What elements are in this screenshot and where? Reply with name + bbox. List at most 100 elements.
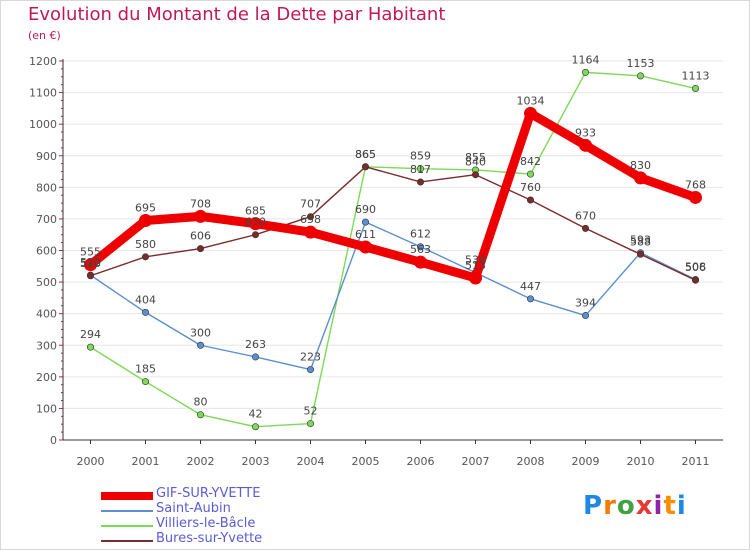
data-point [306, 420, 314, 428]
data-label: 685 [245, 205, 266, 218]
data-point [636, 72, 644, 80]
data-label: 263 [245, 338, 266, 351]
unit-label: (en €) [28, 29, 61, 42]
series-line-gif-sur-yvette [86, 108, 700, 283]
y-tick-label: 1200 [29, 55, 57, 68]
data-label: 447 [520, 280, 541, 293]
data-label: 707 [300, 198, 321, 211]
data-label: 611 [355, 228, 376, 241]
x-tick-label: 2009 [572, 455, 600, 468]
data-point [689, 190, 702, 204]
data-label: 404 [135, 293, 156, 306]
data-point [526, 170, 534, 178]
y-tick-label: 200 [36, 371, 57, 384]
data-point [306, 213, 314, 221]
data-label: 530 [465, 254, 486, 267]
data-label: 513 [465, 259, 486, 272]
data-point [636, 250, 644, 258]
y-tick-label: 0 [50, 434, 57, 447]
data-point [524, 106, 537, 120]
data-point [304, 225, 317, 239]
data-label: 612 [410, 228, 431, 241]
data-label: 506 [685, 261, 706, 274]
data-label: 1164 [572, 53, 600, 66]
data-label: 555 [80, 246, 101, 259]
data-point [359, 240, 372, 254]
data-label: 606 [190, 230, 211, 243]
y-tick-label: 800 [36, 181, 57, 194]
data-label: 658 [300, 213, 321, 226]
x-tick-label: 2001 [132, 455, 160, 468]
data-point [579, 138, 592, 152]
data-point [526, 295, 534, 303]
data-label: 855 [465, 151, 486, 164]
y-tick-label: 700 [36, 213, 57, 226]
legend-label: GIF-SUR-YVETTE [156, 486, 261, 501]
x-tick-label: 2007 [462, 455, 490, 468]
x-tick-label: 2002 [187, 455, 215, 468]
legend-label: Saint-Aubin [156, 501, 231, 516]
x-tick-label: 2003 [242, 455, 270, 468]
data-point [361, 218, 369, 226]
data-point [361, 163, 369, 171]
x-tick-label: 2000 [77, 455, 105, 468]
data-point [416, 243, 424, 251]
y-tick-label: 500 [36, 276, 57, 289]
data-label: 522 [80, 256, 101, 269]
x-tick-label: 2008 [517, 455, 545, 468]
data-label: 933 [575, 126, 596, 139]
data-label: 580 [135, 238, 156, 251]
data-label: 394 [575, 297, 596, 310]
data-label: 593 [630, 234, 651, 247]
series-line-bures-sur-yvette [89, 166, 697, 281]
data-point [306, 366, 314, 374]
data-label: 830 [630, 159, 651, 172]
data-point [581, 312, 589, 320]
y-tick-label: 1100 [29, 87, 57, 100]
data-label: 52 [304, 405, 318, 418]
data-point [581, 68, 589, 76]
data-label: 695 [135, 201, 156, 214]
logo-letter: P [583, 491, 604, 521]
x-tick-label: 2010 [627, 455, 655, 468]
data-point [469, 271, 482, 285]
data-label: 223 [300, 351, 321, 364]
data-point [691, 276, 699, 284]
data-label: 708 [190, 197, 211, 210]
data-point [691, 84, 699, 92]
x-tick-label: 2006 [407, 455, 435, 468]
logo-letter: i [676, 491, 687, 521]
data-label: 300 [190, 326, 211, 339]
data-point [142, 253, 150, 261]
data-point [249, 217, 262, 231]
data-label: 670 [575, 209, 596, 222]
logo-letter: x [635, 491, 654, 521]
chart-title: Evolution du Montant de la Dette par Hab… [28, 4, 446, 25]
data-label: 1034 [517, 94, 545, 107]
data-point [142, 308, 150, 316]
y-tick-label: 1000 [29, 118, 57, 131]
data-label: 859 [410, 150, 431, 163]
data-label: 768 [685, 178, 706, 191]
logo-letter: r [603, 491, 617, 521]
data-label: 185 [135, 363, 156, 376]
series-line-villiers-le-b-cle [89, 71, 697, 428]
legend-swatch [101, 540, 153, 542]
data-label: 865 [355, 148, 376, 161]
data-point [139, 213, 152, 227]
data-point [142, 378, 150, 386]
data-point [416, 178, 424, 186]
data-label: 508 [685, 261, 706, 274]
data-point [194, 209, 207, 223]
data-point [252, 353, 260, 361]
series-line-saint-aubin [89, 221, 697, 371]
data-point [87, 343, 95, 351]
data-label: 563 [410, 243, 431, 256]
x-tick-label: 2005 [352, 455, 380, 468]
legend-label: Bures-sur-Yvette [156, 531, 263, 546]
data-point [197, 341, 205, 349]
data-label: 690 [355, 203, 376, 216]
proxiti-logo: Proxiti [583, 491, 687, 521]
y-tick-label: 600 [36, 245, 57, 258]
